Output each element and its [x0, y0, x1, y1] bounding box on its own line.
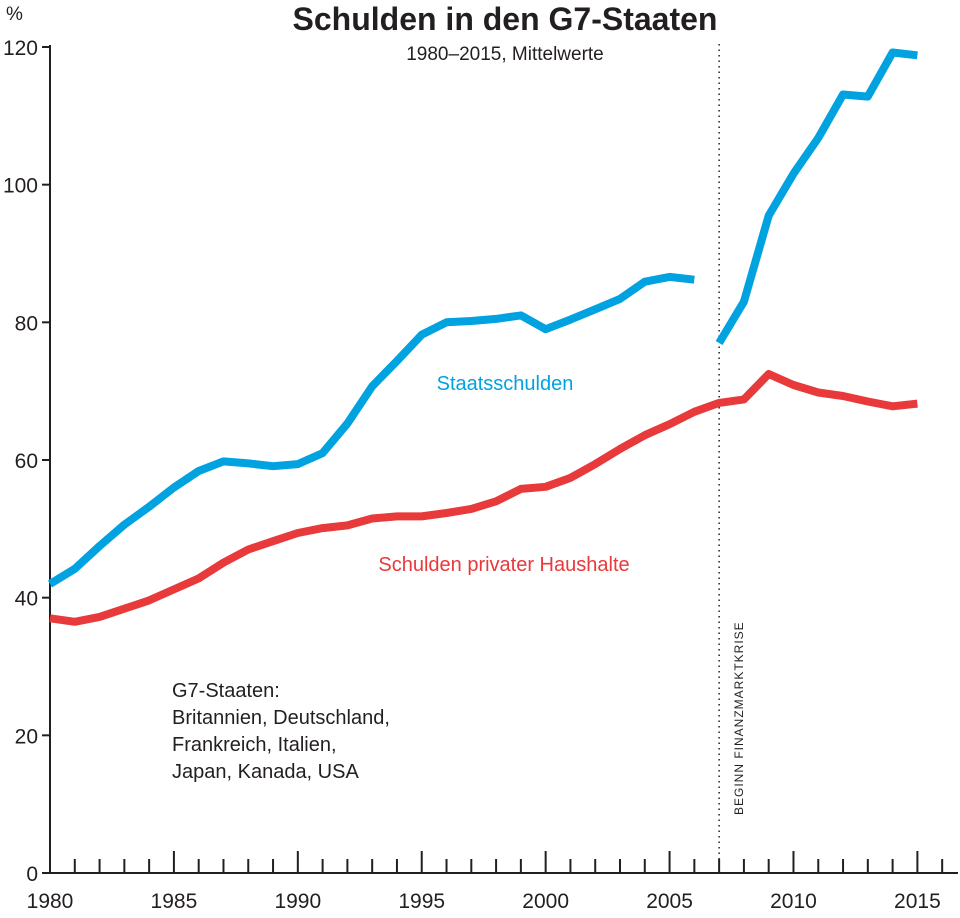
crisis-marker-label: BEGINN FINANZMARKTKRISE [732, 621, 746, 815]
series-line-staatsschulden [715, 48, 918, 346]
series-label-private-households: Schulden privater Haushalte [378, 554, 629, 576]
series-layer [47, 48, 918, 626]
x-tick-label: 2000 [522, 890, 569, 913]
y-tick-label: 80 [15, 312, 38, 335]
y-axis-unit: % [6, 4, 23, 25]
y-tick-label: 60 [15, 450, 38, 473]
x-tick-label: 2010 [770, 890, 817, 913]
chart-subtitle: 1980–2015, Mittelwerte [406, 44, 604, 65]
g7-note: G7-Staaten: Britannien, Deutschland, Fra… [172, 680, 390, 783]
x-tick-label: 1980 [27, 890, 74, 913]
note-line: G7-Staaten: [172, 680, 280, 702]
note-line: Britannien, Deutschland, [172, 707, 390, 729]
y-tick-label: 100 [3, 175, 38, 198]
y-tick-label: 20 [15, 725, 38, 748]
x-tick-label: 2005 [646, 890, 693, 913]
note-line: Frankreich, Italien, [172, 734, 337, 756]
series-line-private-households [49, 370, 918, 626]
x-tick-label: 2015 [894, 890, 941, 913]
series-line-staatsschulden [47, 272, 695, 588]
note-line: Japan, Kanada, USA [172, 761, 359, 783]
x-tick-label: 1985 [151, 890, 198, 913]
series-label-staatsschulden: Staatsschulden [437, 373, 574, 395]
y-tick-label: 0 [26, 863, 38, 886]
y-tick-label: 120 [3, 37, 38, 60]
y-tick-label: 40 [15, 588, 38, 611]
x-axis-ticks: 1980 1985 1990 1995 2000 2005 2010 2015 [27, 851, 944, 913]
chart-title: Schulden in den G7-Staaten [293, 1, 718, 37]
x-tick-label: 1995 [398, 890, 445, 913]
x-tick-label: 1990 [274, 890, 321, 913]
y-axis-ticks: 0 20 40 60 80 100 120 [3, 37, 50, 886]
